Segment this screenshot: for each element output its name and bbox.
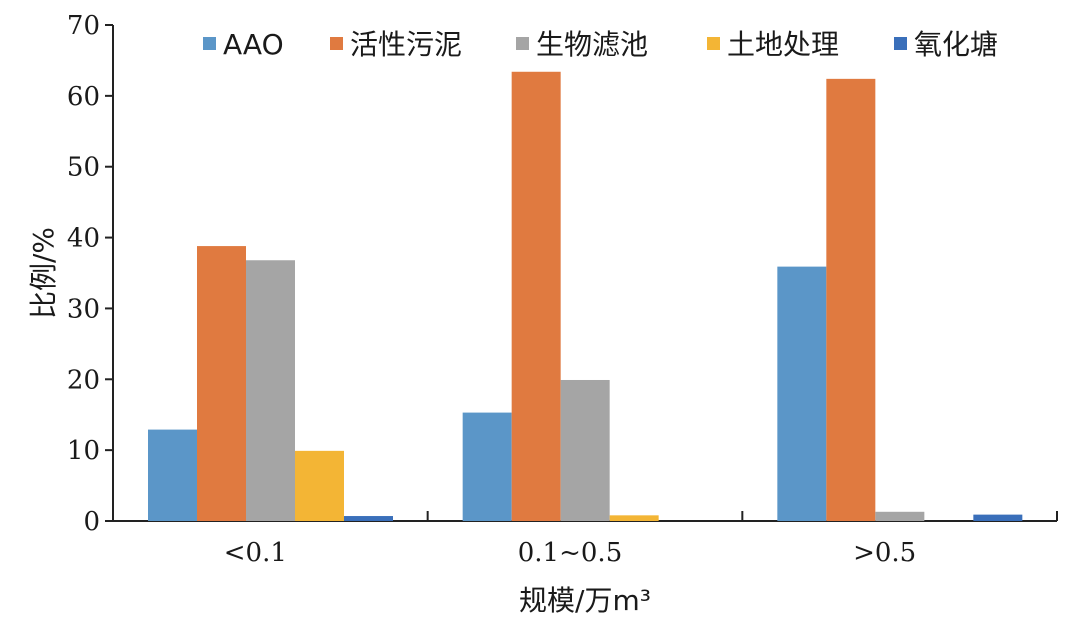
y-axis-ticks: 0 10 20 30 40 50 60 70 [67, 11, 113, 537]
bar-土地处理-<0.1 [295, 450, 344, 521]
legend-label: 活性污泥 [350, 28, 462, 61]
bar-AAO->0.5 [777, 266, 827, 521]
bar-生物滤池-0.1~0.5 [560, 379, 610, 521]
y-tick-label: 40 [67, 224, 100, 254]
legend-label: 生物滤池 [536, 28, 648, 61]
bar-生物滤池->0.5 [875, 511, 925, 521]
y-tick-label: 50 [67, 153, 100, 183]
legend-swatch [203, 37, 216, 50]
bar-土地处理-0.1~0.5 [609, 515, 659, 521]
bar-氧化塘-<0.1 [344, 516, 393, 521]
y-tick-label: 0 [83, 507, 100, 537]
legend-swatch [707, 37, 720, 50]
y-tick-label: 30 [67, 294, 100, 324]
y-tick-label: 60 [67, 82, 100, 112]
x-axis-ticks: <0.1 0.1~0.5 >0.5 [224, 511, 1058, 568]
y-tick-label: 10 [67, 436, 100, 466]
bar-活性污泥-<0.1 [197, 246, 246, 521]
x-category-label: >0.5 [853, 538, 916, 568]
legend-swatch [894, 37, 907, 50]
legend-label: 土地处理 [727, 28, 839, 61]
bar-活性污泥->0.5 [826, 78, 876, 521]
bar-AAO-0.1~0.5 [462, 412, 512, 521]
x-category-label: 0.1~0.5 [518, 538, 622, 568]
legend-swatch [330, 37, 343, 50]
y-tick-label: 20 [67, 365, 100, 395]
bar-生物滤池-<0.1 [246, 260, 295, 521]
y-axis-title: 比例/% [27, 227, 60, 319]
legend: AAO 活性污泥 生物滤池 土地处理 氧化塘 [203, 28, 998, 61]
x-category-label: <0.1 [224, 538, 287, 568]
y-tick-label: 70 [67, 11, 100, 41]
bars [148, 71, 1023, 521]
legend-label: 氧化塘 [914, 28, 998, 61]
legend-swatch [516, 37, 529, 50]
bar-AAO-<0.1 [148, 429, 197, 521]
x-axis-title: 规模/万m³ [519, 584, 651, 617]
bar-氧化塘->0.5 [973, 514, 1023, 521]
legend-label: AAO [223, 28, 284, 61]
bar-活性污泥-0.1~0.5 [511, 71, 561, 521]
